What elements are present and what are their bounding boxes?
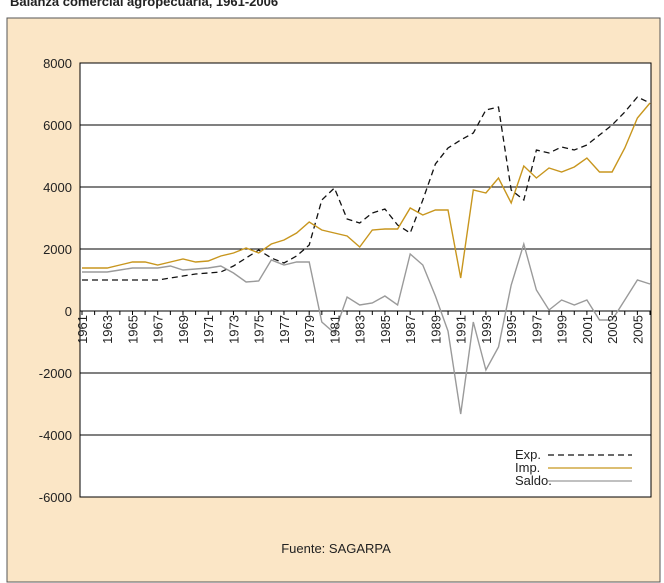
- x-tick-label: 1993: [479, 315, 494, 344]
- x-tick-label: 2005: [630, 315, 645, 344]
- x-tick-label: 1985: [378, 315, 393, 344]
- x-tick-label: 1981: [327, 315, 342, 344]
- x-tick-label: 1999: [555, 315, 570, 344]
- x-tick-label: 1975: [252, 315, 267, 344]
- marks: [82, 96, 651, 415]
- y-tick-label: -2000: [39, 366, 72, 381]
- series-line: [82, 102, 651, 279]
- x-tick-label: 1967: [151, 315, 166, 344]
- legend-label: Imp.: [515, 460, 540, 475]
- x-tick-label: 2001: [580, 315, 595, 344]
- x-tick-label: 1989: [428, 315, 443, 344]
- x-tick-label: 1991: [454, 315, 469, 344]
- x-tick-label: 1965: [125, 315, 140, 344]
- x-tick-label: 1973: [226, 315, 241, 344]
- y-tick-label: 2000: [43, 242, 72, 257]
- y-tick-label: -4000: [39, 428, 72, 443]
- y-tick-label: -6000: [39, 490, 72, 505]
- y-tick-label: 6000: [43, 118, 72, 133]
- grid: [80, 62, 651, 498]
- x-tick-label: 1971: [201, 315, 216, 344]
- x-tick-label: 1987: [403, 315, 418, 344]
- x-tick-label: 1969: [176, 315, 191, 344]
- legend-label: Saldo.: [515, 473, 552, 488]
- x-tick-label: 2003: [605, 315, 620, 344]
- x-tick-label: 1983: [353, 315, 368, 344]
- legend-label: Exp.: [515, 447, 541, 462]
- series-line: [82, 96, 651, 281]
- x-tick-label: 1961: [75, 315, 90, 344]
- x-tick-label: 1963: [100, 315, 115, 344]
- plot-area: [79, 62, 652, 498]
- source-note: Fuente: SAGARPA: [281, 541, 391, 556]
- y-tick-label: 8000: [43, 56, 72, 71]
- y-tick-label: 0: [65, 304, 72, 319]
- series-line: [82, 241, 651, 415]
- chart-title: Balanza comercial agropecuaria, 1961-200…: [10, 0, 278, 9]
- x-tick-label: 1997: [529, 315, 544, 344]
- x-tick-label: 1979: [302, 315, 317, 344]
- x-tick-label: 1977: [277, 315, 292, 344]
- y-tick-label: 4000: [43, 180, 72, 195]
- x-tick-label: 1995: [504, 315, 519, 344]
- legend: Exp.Imp.Saldo.: [515, 447, 632, 488]
